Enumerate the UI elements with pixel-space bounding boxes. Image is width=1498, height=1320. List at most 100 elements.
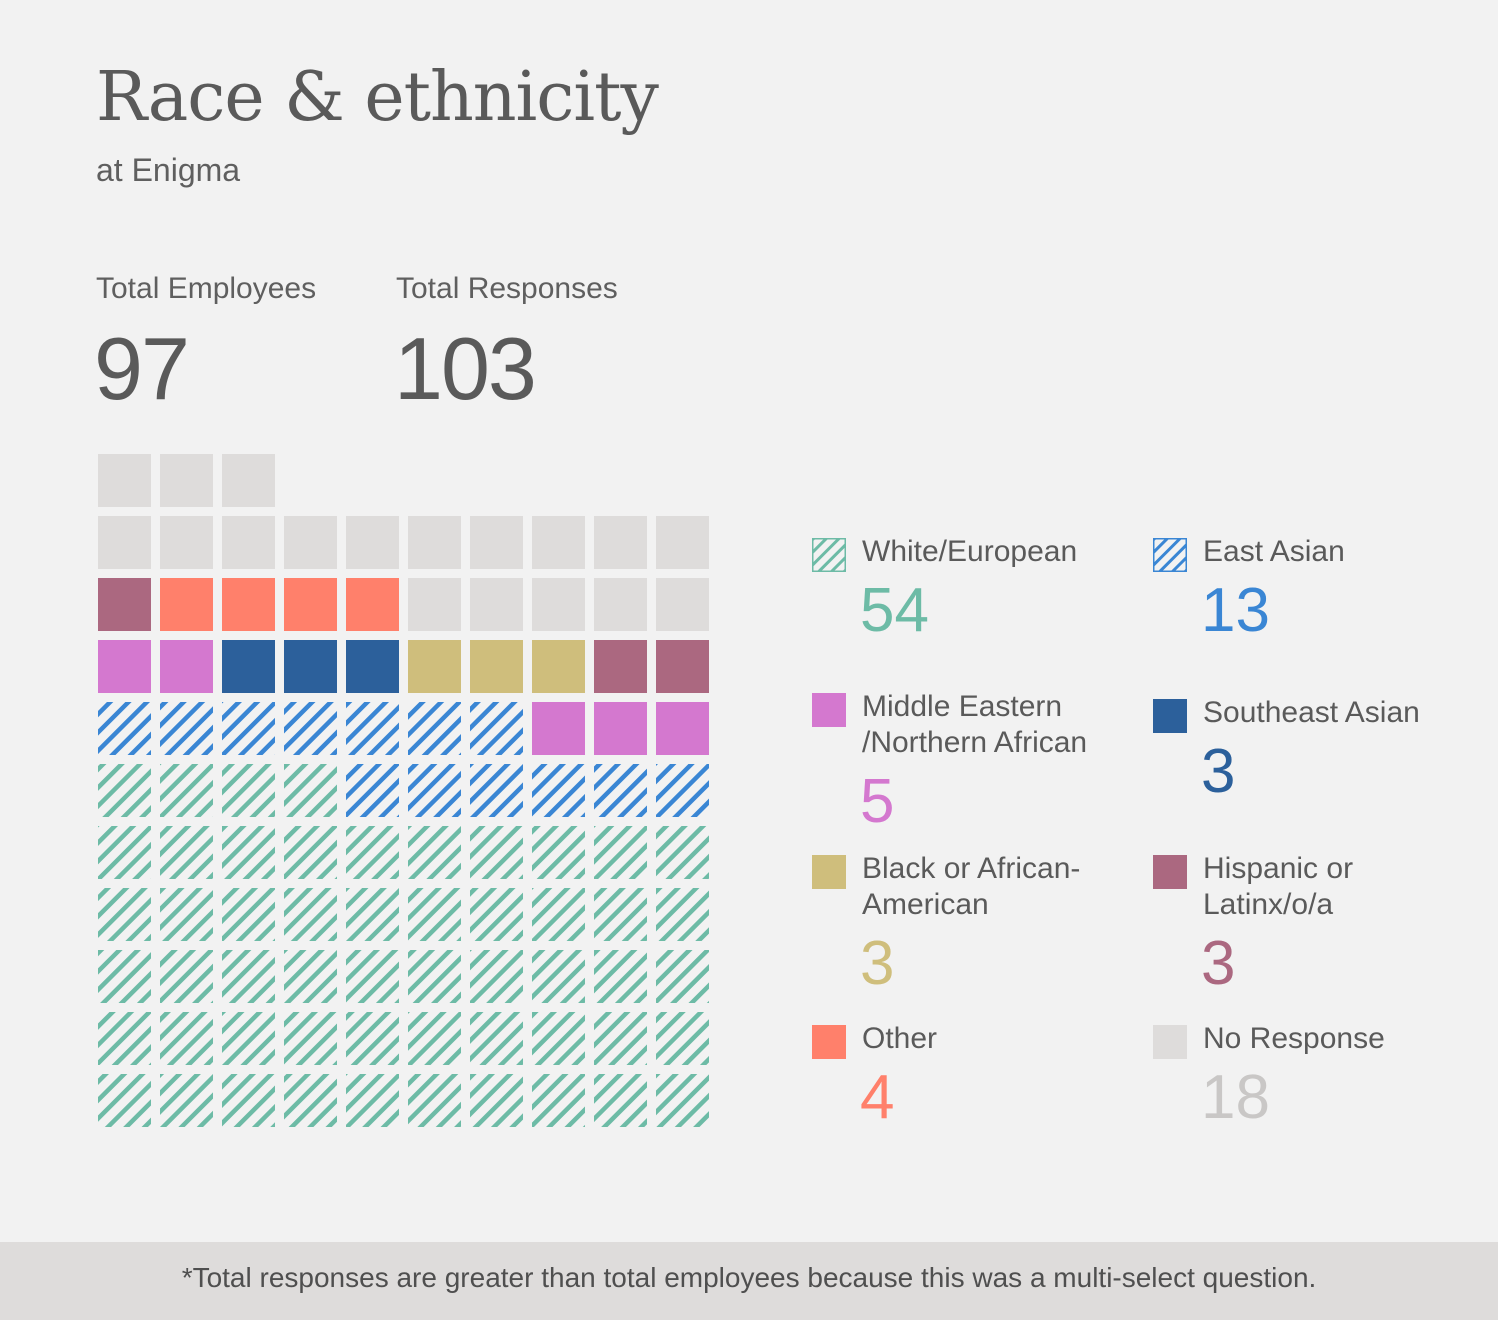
waffle-cell-white-european: [594, 1012, 647, 1065]
waffle-cell-white-european: [594, 826, 647, 879]
waffle-cell-east-asian: [408, 764, 461, 817]
waffle-cell-east-asian: [98, 702, 151, 755]
waffle-cell-hispanic-or-latinx-o-a: [656, 640, 709, 693]
waffle-cell-white-european: [532, 888, 585, 941]
waffle-cell-east-asian: [656, 764, 709, 817]
waffle-cell-no-response: [160, 454, 213, 507]
waffle-cell-black-or-african-american: [532, 640, 585, 693]
waffle-cell-no-response: [656, 516, 709, 569]
waffle-cell-other: [160, 578, 213, 631]
waffle-cell-southeast-asian: [346, 640, 399, 693]
waffle-cell-white-european: [408, 1012, 461, 1065]
legend-swatch: [1153, 855, 1187, 889]
legend-label: White/European: [862, 534, 1152, 570]
waffle-cell-white-european: [284, 826, 337, 879]
waffle-cell-middle-eastern-northern-african: [98, 640, 151, 693]
total-responses-value: 103: [394, 319, 537, 418]
waffle-cell-white-european: [470, 950, 523, 1003]
waffle-cell-no-response: [408, 578, 461, 631]
legend-label: East Asian: [1203, 534, 1493, 570]
waffle-cell-white-european: [284, 950, 337, 1003]
legend-swatch: [1153, 699, 1187, 733]
chart-subtitle: at Enigma: [96, 152, 241, 188]
waffle-cell-white-european: [346, 1074, 399, 1127]
legend-swatch: [812, 693, 846, 727]
waffle-cell-white-european: [284, 1012, 337, 1065]
waffle-cell-no-response: [222, 454, 275, 507]
legend-swatch: [812, 1025, 846, 1059]
waffle-cell-no-response: [222, 516, 275, 569]
waffle-cell-east-asian: [346, 764, 399, 817]
waffle-cell-white-european: [160, 1012, 213, 1065]
waffle-cell-east-asian: [160, 702, 213, 755]
waffle-cell-no-response: [470, 516, 523, 569]
legend-label: Hispanic or Latinx/o/a: [1203, 851, 1493, 923]
waffle-cell-hispanic-or-latinx-o-a: [98, 578, 151, 631]
legend-swatch: [1153, 1025, 1187, 1059]
waffle-cell-middle-eastern-northern-african: [160, 640, 213, 693]
legend-swatch: [812, 855, 846, 889]
waffle-cell-other: [284, 578, 337, 631]
waffle-cell-white-european: [656, 1074, 709, 1127]
waffle-cell-no-response: [98, 516, 151, 569]
waffle-cell-no-response: [284, 516, 337, 569]
waffle-cell-black-or-african-american: [470, 640, 523, 693]
waffle-cell-white-european: [532, 1074, 585, 1127]
waffle-cell-white-european: [160, 888, 213, 941]
waffle-cell-white-european: [532, 950, 585, 1003]
waffle-cell-white-european: [656, 950, 709, 1003]
legend-label-line: East Asian: [1203, 535, 1345, 568]
waffle-cell-white-european: [346, 826, 399, 879]
waffle-cell-white-european: [656, 826, 709, 879]
legend-value: 3: [1201, 929, 1236, 998]
waffle-cell-white-european: [160, 1074, 213, 1127]
waffle-cell-white-european: [594, 950, 647, 1003]
legend-swatch: [1153, 538, 1187, 572]
legend-value: 18: [1201, 1063, 1270, 1132]
waffle-cell-no-response: [594, 516, 647, 569]
waffle-cell-east-asian: [470, 764, 523, 817]
legend-value: 3: [860, 929, 895, 998]
waffle-cell-white-european: [346, 1012, 399, 1065]
legend-value: 54: [860, 576, 929, 645]
waffle-cell-white-european: [408, 888, 461, 941]
legend-label-line: Middle Eastern: [862, 690, 1063, 723]
waffle-cell-no-response: [656, 578, 709, 631]
waffle-cell-white-european: [594, 1074, 647, 1127]
waffle-cell-white-european: [408, 950, 461, 1003]
total-employees-label: Total Employees: [96, 272, 317, 305]
waffle-cell-white-european: [222, 888, 275, 941]
waffle-cell-white-european: [222, 764, 275, 817]
legend-label-line: Black or African-: [862, 852, 1081, 885]
waffle-cell-east-asian: [532, 764, 585, 817]
waffle-cell-other: [346, 578, 399, 631]
waffle-cell-middle-eastern-northern-african: [532, 702, 585, 755]
waffle-cell-white-european: [284, 1074, 337, 1127]
waffle-cell-east-asian: [470, 702, 523, 755]
waffle-cell-no-response: [532, 578, 585, 631]
waffle-cell-hispanic-or-latinx-o-a: [594, 640, 647, 693]
waffle-cell-white-european: [408, 1074, 461, 1127]
waffle-cell-white-european: [532, 826, 585, 879]
legend-label: Southeast Asian: [1203, 695, 1493, 731]
waffle-cell-no-response: [470, 578, 523, 631]
waffle-cell-white-european: [470, 1074, 523, 1127]
legend-value: 3: [1201, 737, 1236, 806]
waffle-cell-white-european: [470, 888, 523, 941]
legend-label-line: /Northern African: [862, 726, 1088, 759]
waffle-cell-east-asian: [222, 702, 275, 755]
waffle-cell-east-asian: [594, 764, 647, 817]
waffle-cell-white-european: [98, 1012, 151, 1065]
waffle-cell-white-european: [532, 1012, 585, 1065]
waffle-cell-no-response: [594, 578, 647, 631]
legend-label: No Response: [1203, 1021, 1493, 1057]
waffle-cell-east-asian: [284, 702, 337, 755]
legend-value: 13: [1201, 576, 1270, 645]
chart-title: Race & ethnicity: [96, 58, 659, 137]
legend-label: Black or African- American: [862, 851, 1152, 923]
legend-label-line: White/European: [862, 535, 1078, 568]
waffle-cell-white-european: [408, 826, 461, 879]
legend-label: Other: [862, 1021, 1152, 1057]
footer-note: *Total responses are greater than total …: [181, 1262, 1317, 1293]
legend-swatch: [812, 538, 846, 572]
